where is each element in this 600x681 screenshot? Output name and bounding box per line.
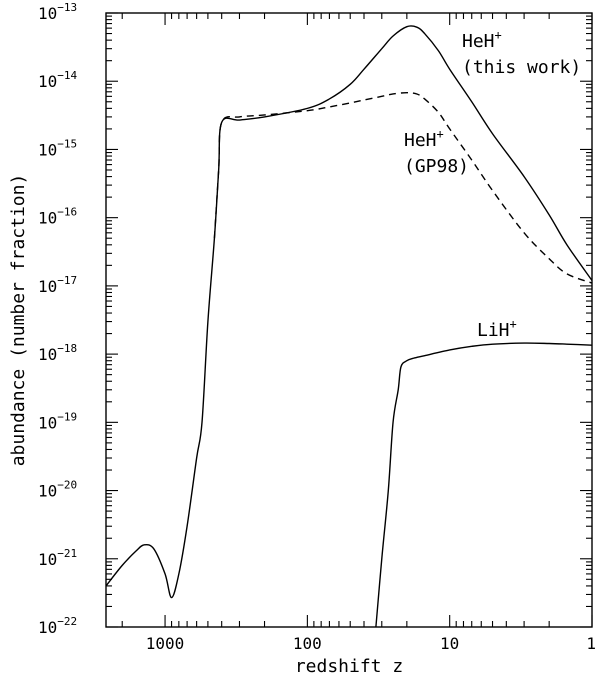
heh-gp98-line (213, 91, 593, 284)
x-tick-label: 100 (293, 634, 322, 653)
y-tick-label: 10−15 (38, 137, 77, 159)
tick-marks (106, 12, 593, 628)
y-tick-label: 10−16 (38, 206, 77, 228)
y-tick-label: 10−14 (38, 69, 78, 91)
y-axis-label: abundance (number fraction) (8, 174, 29, 467)
curve-labels: HeH+ (this work) HeH+ (GP98) LiH+ (404, 28, 581, 341)
curve-label-line2: (this work) (462, 57, 581, 78)
lih-line (375, 342, 593, 628)
y-tick-label: 10−21 (38, 547, 77, 569)
x-tick-label: 10 (440, 634, 459, 653)
plot-frame (105, 12, 593, 628)
curve-label: HeH+ (462, 28, 502, 52)
x-tick-label: 1000 (146, 634, 185, 653)
y-tick-label: 10−18 (38, 342, 77, 364)
curve-label-line2: (GP98) (404, 156, 469, 177)
y-tick-label: 10−22 (38, 615, 77, 637)
x-tick-labels: 1000 100 10 1 (146, 634, 596, 653)
x-axis-label: redshift z (295, 656, 403, 677)
curve-label: HeH+ (404, 127, 444, 151)
y-tick-label: 10−19 (38, 410, 77, 432)
y-tick-label: 10−13 (38, 1, 77, 23)
curve-label: LiH+ (477, 317, 517, 341)
heh-this-work-line (105, 25, 593, 599)
x-tick-label: 1 (586, 634, 596, 653)
y-tick-label: 10−20 (38, 479, 77, 501)
y-tick-label: 10−17 (38, 274, 77, 296)
series-lines (105, 25, 593, 628)
y-tick-labels: 10−13 10−14 10−15 10−16 10−17 10−18 10−19 10−20… (38, 1, 78, 637)
